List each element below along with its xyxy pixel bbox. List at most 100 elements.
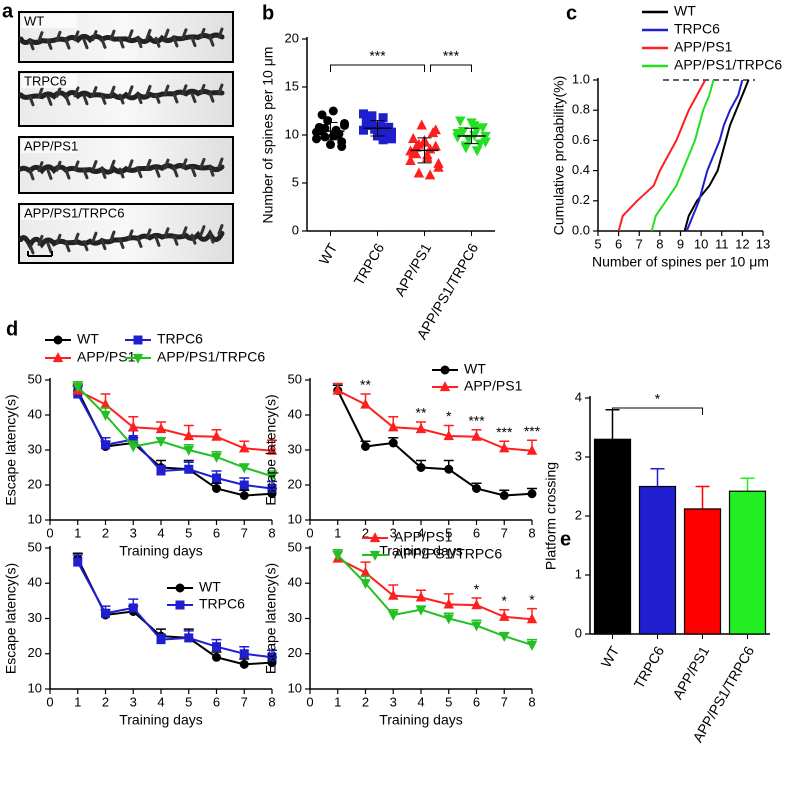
x-tick-label: 5 bbox=[445, 694, 452, 709]
x-tick-label: TRPC6 bbox=[630, 643, 667, 691]
x-tick-label: 8 bbox=[656, 236, 663, 251]
legend-marker bbox=[439, 381, 451, 392]
spine bbox=[217, 224, 224, 236]
y-tick-label: 20 bbox=[288, 476, 302, 491]
x-tick-label: 5 bbox=[594, 236, 601, 251]
series-line bbox=[76, 390, 273, 497]
data-point bbox=[471, 599, 482, 610]
legend-label: APP/PS1 bbox=[464, 378, 523, 394]
spine bbox=[55, 233, 62, 245]
data-point bbox=[416, 463, 426, 472]
error-bar bbox=[650, 468, 665, 487]
legend-label: TRPC6 bbox=[674, 21, 720, 37]
significance-label: *** bbox=[524, 423, 541, 439]
image-label: TRPC6 bbox=[24, 73, 67, 88]
x-tick-label: 2 bbox=[362, 525, 369, 540]
data-point bbox=[267, 484, 277, 493]
spine bbox=[217, 157, 224, 169]
x-tick-label: 8 bbox=[528, 694, 535, 709]
spine bbox=[145, 158, 152, 170]
x-tick-label: 7 bbox=[501, 525, 508, 540]
image-label: WT bbox=[24, 13, 44, 28]
spine bbox=[73, 232, 80, 244]
data-point bbox=[388, 610, 399, 621]
data-point bbox=[499, 610, 510, 621]
bar bbox=[638, 485, 677, 635]
data-point bbox=[359, 125, 368, 135]
spine bbox=[154, 166, 161, 178]
x-tick-label: 6 bbox=[213, 525, 220, 540]
spine bbox=[55, 160, 62, 172]
spine bbox=[127, 85, 134, 97]
spine bbox=[37, 234, 44, 246]
spine bbox=[208, 165, 215, 177]
y-tick-label: 30 bbox=[28, 610, 42, 625]
x-tick-label: 2 bbox=[102, 694, 109, 709]
y-tick-label: 40 bbox=[28, 406, 42, 421]
spine bbox=[163, 84, 170, 96]
spine bbox=[55, 86, 62, 98]
data-point bbox=[469, 121, 480, 132]
spine bbox=[82, 240, 89, 252]
x-tick-label: 10 bbox=[694, 236, 708, 251]
data-point bbox=[100, 410, 111, 421]
x-tick-label: 11 bbox=[715, 236, 729, 251]
data-point bbox=[472, 484, 481, 493]
y-axis-label: Escape latency(s) bbox=[3, 563, 19, 674]
y-axis-label: Escape latency(s) bbox=[263, 394, 279, 505]
spine bbox=[46, 242, 53, 254]
x-tick-label: 4 bbox=[157, 525, 164, 540]
significance-label: * bbox=[502, 592, 508, 608]
y-tick-label: 0.8 bbox=[572, 102, 590, 117]
y-tick-label: 50 bbox=[28, 371, 42, 386]
spine bbox=[154, 92, 161, 104]
x-tick-label: 4 bbox=[157, 694, 164, 709]
x-tick-label: 12 bbox=[735, 236, 749, 251]
data-point bbox=[443, 430, 454, 441]
x-tick-label: TRPC6 bbox=[350, 240, 387, 288]
data-point bbox=[422, 149, 433, 160]
spine bbox=[91, 86, 98, 98]
y-tick-label: 50 bbox=[288, 371, 302, 386]
series-line bbox=[76, 558, 273, 666]
spine bbox=[55, 30, 62, 42]
spine bbox=[208, 91, 215, 103]
y-tick-label: 1.0 bbox=[572, 71, 590, 86]
spine bbox=[82, 38, 89, 50]
spine bbox=[190, 233, 197, 245]
spine bbox=[199, 157, 206, 169]
spine bbox=[118, 167, 125, 179]
spine bbox=[217, 27, 224, 39]
spine bbox=[199, 27, 206, 39]
data-point bbox=[444, 464, 454, 474]
data-point bbox=[328, 106, 338, 116]
data-point bbox=[183, 430, 194, 441]
cdf-line bbox=[685, 79, 744, 232]
spine bbox=[181, 84, 188, 96]
data-point bbox=[212, 473, 221, 483]
legend-label: APP/PS1/TRPC6 bbox=[674, 57, 782, 73]
data-point bbox=[359, 109, 368, 119]
spine bbox=[145, 28, 152, 40]
spine bbox=[163, 227, 170, 239]
x-tick-label: 3 bbox=[390, 694, 397, 709]
data-point bbox=[128, 421, 139, 432]
data-point bbox=[101, 608, 110, 618]
spine bbox=[73, 160, 80, 172]
spine bbox=[208, 232, 215, 244]
data-point bbox=[378, 135, 388, 145]
spine bbox=[109, 230, 116, 242]
y-tick-label: 20 bbox=[28, 645, 42, 660]
significance-bracket bbox=[612, 407, 703, 415]
data-point bbox=[326, 140, 335, 150]
x-tick-label: 8 bbox=[268, 694, 275, 709]
legend-marker bbox=[52, 352, 64, 363]
data-point bbox=[360, 398, 371, 409]
spine bbox=[100, 93, 107, 105]
data-point bbox=[128, 603, 138, 613]
label-backdrop bbox=[21, 14, 77, 28]
spine bbox=[28, 169, 35, 181]
panel-label: d bbox=[6, 318, 18, 340]
sd-bar bbox=[370, 120, 385, 137]
x-tick-label: WT bbox=[316, 240, 341, 267]
